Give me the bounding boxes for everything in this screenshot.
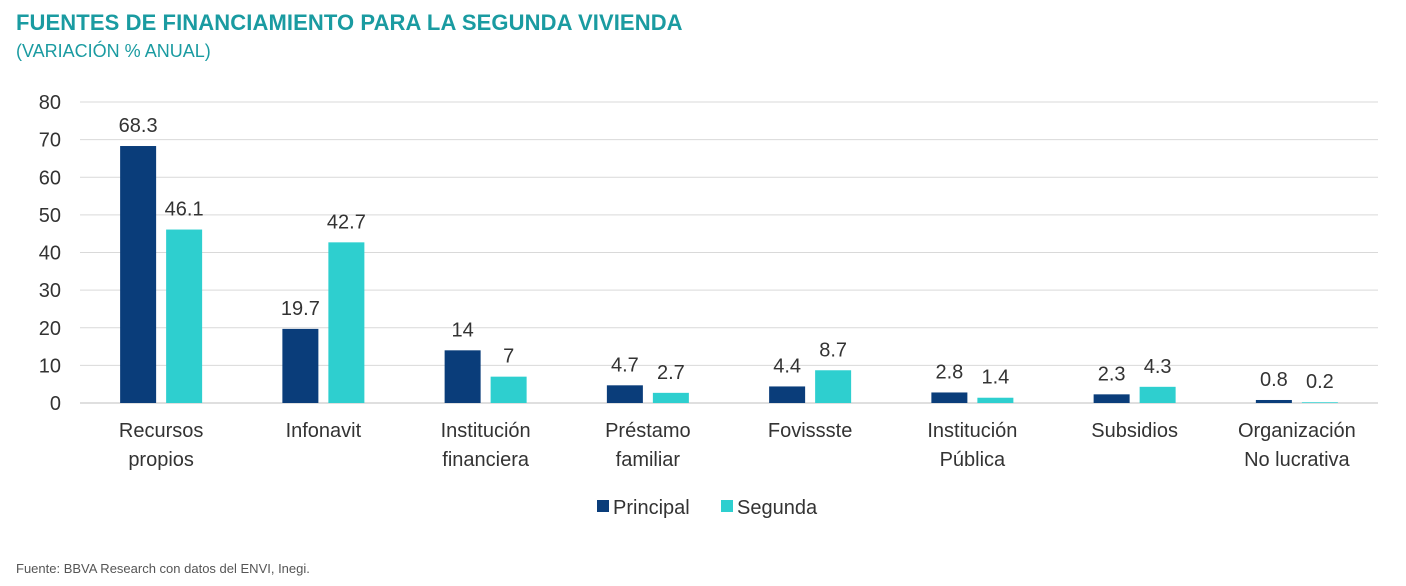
legend-label-principal: Principal <box>613 497 690 519</box>
y-tick-label: 70 <box>39 130 61 152</box>
category-label: Institución <box>927 420 1017 442</box>
y-tick-label: 40 <box>39 243 61 265</box>
data-label: 2.8 <box>935 361 963 383</box>
category-label: Subsidios <box>1091 420 1178 442</box>
category-label: Organización <box>1238 420 1356 442</box>
data-label: 4.4 <box>773 355 801 377</box>
bar-principal-7 <box>1255 399 1292 403</box>
data-label: 1.4 <box>981 367 1009 389</box>
legend-swatch-segunda <box>721 500 733 512</box>
legend-label-segunda: Segunda <box>737 497 818 519</box>
data-label: 4.3 <box>1144 356 1172 378</box>
data-label: 2.3 <box>1098 363 1126 385</box>
y-tick-label: 50 <box>39 205 61 227</box>
bar-segunda-6 <box>1139 386 1176 403</box>
data-label: 7 <box>503 346 514 368</box>
bar-principal-4 <box>769 386 806 403</box>
bar-principal-0 <box>120 146 157 404</box>
y-tick-label: 60 <box>39 167 61 189</box>
chart-subtitle: (VARIACIÓN % ANUAL) <box>16 41 211 61</box>
bar-principal-2 <box>444 350 481 403</box>
bar-segunda-0 <box>166 229 203 403</box>
legend: Principal Segunda <box>597 497 818 519</box>
bars <box>120 146 1338 404</box>
y-tick-label: 10 <box>39 355 61 377</box>
bar-principal-6 <box>1093 394 1130 403</box>
category-label: Fovissste <box>768 420 852 442</box>
data-label: 42.7 <box>327 211 366 233</box>
bar-segunda-2 <box>490 376 527 403</box>
y-axis-ticks: 0 10 20 30 40 50 60 70 80 <box>39 92 61 415</box>
category-label: Préstamo <box>605 420 691 442</box>
data-label: 0.8 <box>1260 369 1288 391</box>
bar-segunda-3 <box>652 392 689 403</box>
category-label: familiar <box>616 449 681 471</box>
category-label: Infonavit <box>286 420 362 442</box>
category-label: Recursos <box>119 420 203 442</box>
bar-chart: 0 10 20 30 40 50 60 70 80 68.3 46.1 19.7 42.7 14 7 4.7… <box>39 92 1378 519</box>
bar-segunda-4 <box>815 370 852 403</box>
data-label: 4.7 <box>611 354 639 376</box>
bar-principal-5 <box>931 392 968 403</box>
legend-swatch-principal <box>597 500 609 512</box>
grid-lines <box>80 101 1378 404</box>
bar-principal-3 <box>606 385 643 403</box>
category-label: Institución <box>441 420 531 442</box>
bar-segunda-7 <box>1301 402 1338 403</box>
bar-principal-1 <box>282 328 319 403</box>
category-labels: Recursos propios Infonavit Institución finan… <box>119 420 1356 471</box>
data-label: 14 <box>452 319 474 341</box>
category-label: propios <box>128 449 194 471</box>
category-label: No lucrativa <box>1244 449 1350 471</box>
y-tick-label: 0 <box>50 393 61 415</box>
bar-segunda-1 <box>328 242 365 403</box>
y-tick-label: 80 <box>39 92 61 114</box>
data-label: 68.3 <box>119 115 158 137</box>
data-label: 0.2 <box>1306 371 1334 393</box>
chart-title: FUENTES DE FINANCIAMIENTO PARA LA SEGUND… <box>16 10 683 35</box>
y-tick-label: 20 <box>39 318 61 340</box>
data-label: 8.7 <box>819 339 847 361</box>
data-labels: 68.3 46.1 19.7 42.7 14 7 4.7 2.7 4.4 8.7 2.8 1.4 2.3… <box>119 115 1334 393</box>
bar-segunda-5 <box>977 397 1014 403</box>
data-label: 46.1 <box>165 199 204 221</box>
source-note: Fuente: BBVA Research con datos del ENVI… <box>16 561 310 576</box>
category-label: Pública <box>940 449 1006 471</box>
data-label: 2.7 <box>657 362 685 384</box>
data-label: 19.7 <box>281 298 320 320</box>
y-tick-label: 30 <box>39 280 61 302</box>
category-label: financiera <box>442 449 530 471</box>
